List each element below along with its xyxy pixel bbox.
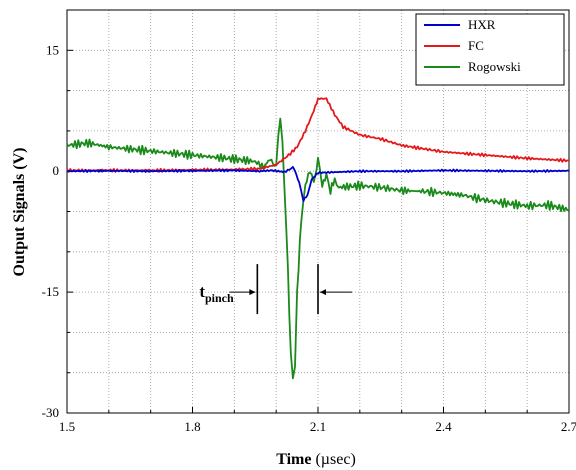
y-tick-label: 15 <box>46 42 59 57</box>
x-axis-title: Time (µsec) <box>276 451 356 468</box>
pinch-annotation: tpinch <box>199 264 352 315</box>
y-axis-title: Output Signals (V) <box>11 148 28 277</box>
series-lines <box>66 97 570 380</box>
x-tick-label: 1.5 <box>59 419 75 434</box>
x-tick-labels: 1.5 1.8 2.1 2.4 2.7 <box>59 419 576 434</box>
y-tick-labels: -30 -15 0 15 <box>42 42 59 420</box>
pinch-label-sub: pinch <box>205 291 234 305</box>
x-axis-title-unit: (µsec) <box>315 451 355 468</box>
legend-label-rogowski: Rogowski <box>468 59 521 74</box>
x-tick-label: 2.7 <box>561 419 576 434</box>
y-tick-label: -15 <box>42 284 59 299</box>
pinch-label: tpinch <box>199 282 234 305</box>
series-line-rogowski <box>66 117 570 380</box>
y-tick-label: -30 <box>42 405 59 420</box>
grid-lines <box>67 10 569 413</box>
y-tick-label: 0 <box>53 163 60 178</box>
legend-label-fc: FC <box>468 38 484 53</box>
x-axis-title-main: Time <box>276 451 311 468</box>
pinch-arrowhead-right <box>320 289 326 296</box>
pinch-arrowhead-left <box>249 289 256 296</box>
x-tick-label: 2.1 <box>310 419 326 434</box>
legend-label-hxr: HXR <box>468 17 496 32</box>
series-line-hxr <box>66 165 570 203</box>
x-tick-label: 1.8 <box>184 419 200 434</box>
legend: HXR FC Rogowski <box>415 13 565 86</box>
x-tick-label: 2.4 <box>435 419 452 434</box>
pinch-label-main: t <box>199 282 205 301</box>
